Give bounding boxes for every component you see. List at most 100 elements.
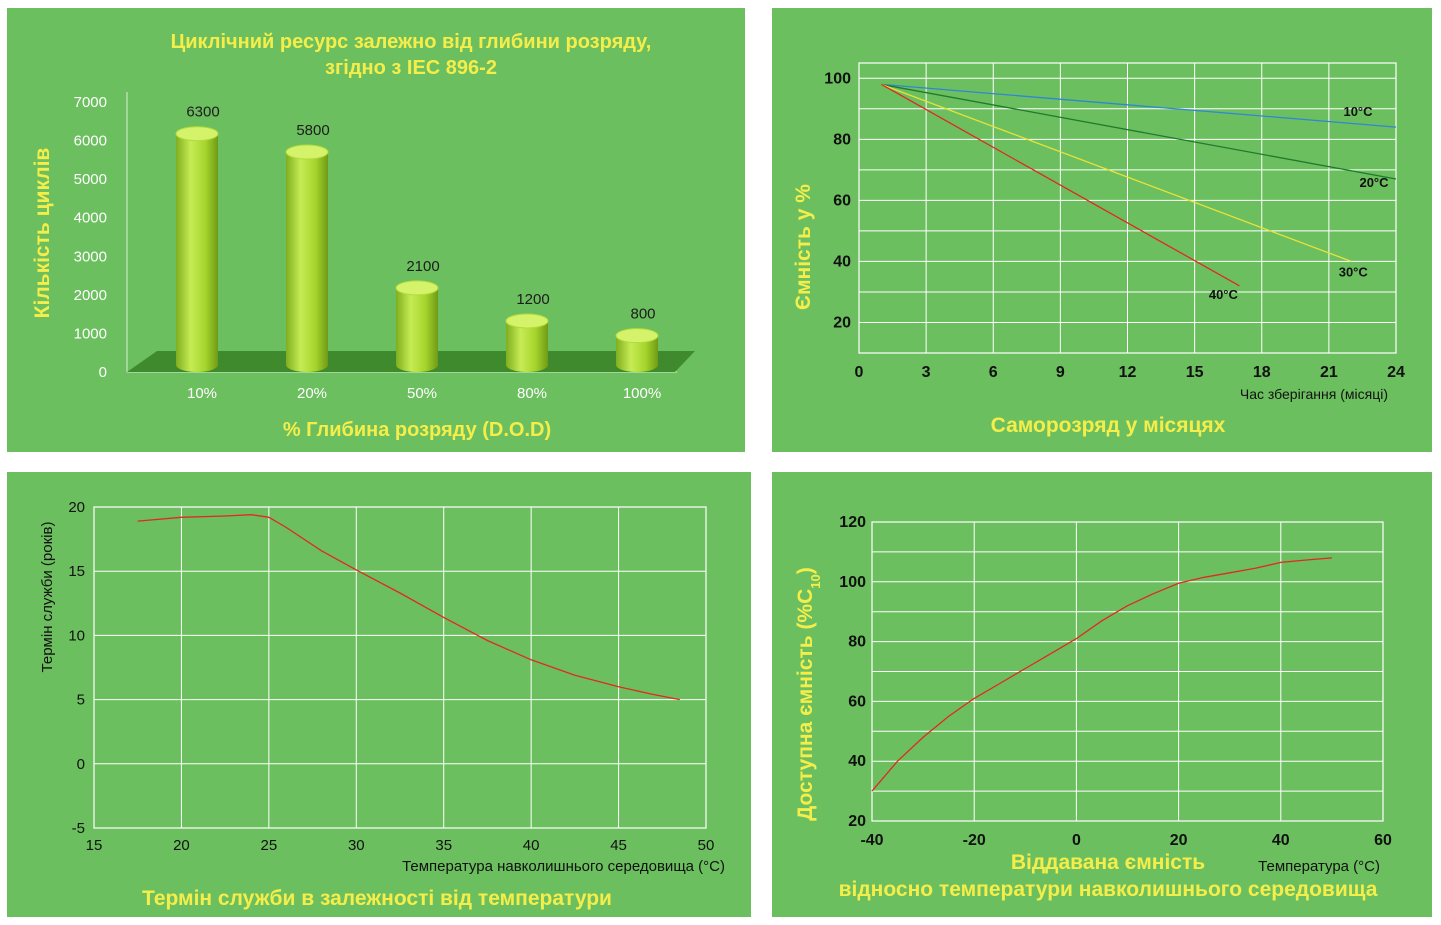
bar: 1200 <box>505 291 550 372</box>
y-tick-label: 15 <box>68 563 85 580</box>
y-tick-label: 6000 <box>74 133 107 150</box>
series-label: 20°C <box>1359 175 1389 190</box>
x-axis-label: Час зберігання (місяці) <box>1240 386 1388 402</box>
y-axis-label-end: ) <box>794 567 817 574</box>
y-tick-label: 20 <box>833 314 851 331</box>
x-axis-label: Температура навколишнього середовища (°C… <box>402 858 725 875</box>
bar-body <box>396 287 438 372</box>
x-tick-label: 15 <box>1186 364 1204 381</box>
x-tick-label: 35 <box>435 837 452 854</box>
bar-body <box>616 335 658 372</box>
y-tick-label: 0 <box>77 756 85 773</box>
chart-subtitle: згідно з IEC 896-2 <box>325 57 497 79</box>
capacity-temp-panel: -40 -20 0 20 40 60 20 40 60 80 100 120 Температура … <box>772 472 1432 917</box>
service-life-panel: 15 20 25 30 35 40 45 50 -5 0 5 10 15 20 Температура н… <box>7 472 751 917</box>
bar-body <box>286 152 328 372</box>
x-tick-label: 50% <box>407 385 437 402</box>
x-tick-label: 12 <box>1119 364 1137 381</box>
bar: 5800 <box>285 122 330 372</box>
capacity-temp-chart: -40 -20 0 20 40 60 20 40 60 80 100 120 Температура … <box>794 514 1392 901</box>
y-tick-label: 5000 <box>74 171 107 188</box>
service-life-chart: 15 20 25 30 35 40 45 50 -5 0 5 10 15 20 Температура н… <box>39 499 725 910</box>
x-tick-label: 20 <box>1170 832 1188 849</box>
y-tick-label: 1000 <box>74 325 107 342</box>
x-tick-label: 20 <box>173 837 190 854</box>
x-tick-label: 6 <box>989 364 998 381</box>
bar-top <box>615 328 659 344</box>
x-tick-label: 0 <box>855 364 864 381</box>
cycle-life-panel: Циклічний ресурс залежно від глибини роз… <box>7 8 745 452</box>
series-line <box>881 83 1352 263</box>
chart-title: Термін служби в залежності від температу… <box>142 887 612 910</box>
x-tick-label: 3 <box>922 364 931 381</box>
y-tick-label: 4000 <box>74 210 107 227</box>
y-axis-label-main: Доступна ємність (%C <box>794 589 817 821</box>
plot-frame <box>93 506 707 829</box>
chart-title: Віддавана ємність <box>1011 851 1205 874</box>
y-tick-label: 40 <box>833 253 851 270</box>
bar-top <box>505 313 549 329</box>
y-tick-label: 60 <box>848 693 866 710</box>
x-tick-label: 20% <box>297 385 327 402</box>
chart-title: Саморозряд у місяцях <box>991 414 1226 437</box>
y-axis-label-sub: 10 <box>808 574 823 588</box>
y-tick-label: -5 <box>72 820 85 837</box>
data-label: 2100 <box>406 258 439 275</box>
x-tick-label: 100% <box>623 385 661 402</box>
y-axis-label: Ємність у % <box>792 184 815 310</box>
y-tick-label: 120 <box>839 514 866 531</box>
x-tick-label: 45 <box>610 837 627 854</box>
y-tick-label: 5 <box>77 692 85 709</box>
x-axis-label: Температура (°C) <box>1258 858 1380 875</box>
y-tick-label: 3000 <box>74 248 107 265</box>
x-tick-label: 9 <box>1056 364 1065 381</box>
x-axis-label: % Глибина розряду (D.O.D) <box>283 419 551 441</box>
series-line <box>871 557 1332 792</box>
y-tick-label: 20 <box>848 813 866 830</box>
bar-top <box>395 280 439 296</box>
x-tick-label: 18 <box>1253 364 1271 381</box>
y-tick-label: 0 <box>99 364 107 381</box>
y-tick-label: 20 <box>68 499 85 516</box>
data-label: 1200 <box>516 291 549 308</box>
self-discharge-chart: 10°C 20°C 30°C 40°C 0 3 6 9 12 15 18 21 24 20 40 60 80 1… <box>792 62 1405 437</box>
cycle-life-chart: Циклічний ресурс залежно від глибини роз… <box>31 31 695 441</box>
y-tick-label: 100 <box>824 70 851 87</box>
y-tick-label: 7000 <box>74 94 107 111</box>
data-label: 5800 <box>296 122 329 139</box>
x-tick-label: 40 <box>1272 832 1290 849</box>
x-tick-label: 0 <box>1072 832 1081 849</box>
x-tick-label: 24 <box>1387 364 1405 381</box>
series-line <box>881 83 1240 287</box>
y-tick-label: 60 <box>833 192 851 209</box>
bar-body <box>506 320 548 372</box>
self-discharge-panel: 10°C 20°C 30°C 40°C 0 3 6 9 12 15 18 21 24 20 40 60 80 1… <box>772 8 1432 452</box>
bar: 2100 <box>395 258 440 372</box>
bar-top <box>285 144 329 160</box>
x-tick-label: -20 <box>963 832 986 849</box>
x-tick-label: 50 <box>698 837 715 854</box>
series-line <box>881 83 1397 128</box>
y-tick-label: 10 <box>68 627 85 644</box>
y-tick-label: 80 <box>833 131 851 148</box>
y-axis-label: Кількість циклів <box>31 148 54 319</box>
x-tick-label: 15 <box>86 837 103 854</box>
series-label: 40°C <box>1209 287 1239 302</box>
x-tick-label: 25 <box>261 837 278 854</box>
x-tick-label: 60 <box>1374 832 1392 849</box>
x-tick-label: 80% <box>517 385 547 402</box>
chart-subtitle: відносно температури навколишнього серед… <box>839 878 1378 901</box>
y-axis-label: Термін служби (років) <box>39 522 56 673</box>
y-tick-label: 100 <box>839 574 866 591</box>
y-axis-label: Доступна ємність (%C10) <box>794 567 823 820</box>
data-label: 800 <box>630 306 655 323</box>
bar-body <box>176 133 218 372</box>
y-tick-label: 40 <box>848 753 866 770</box>
x-tick-label: 21 <box>1320 364 1338 381</box>
chart-title: Циклічний ресурс залежно від глибини роз… <box>171 31 652 53</box>
y-tick-label: 80 <box>848 634 866 651</box>
x-tick-label: 30 <box>348 837 365 854</box>
x-tick-label: 10% <box>187 385 217 402</box>
series-label: 10°C <box>1343 104 1373 119</box>
y-tick-label: 2000 <box>74 287 107 304</box>
